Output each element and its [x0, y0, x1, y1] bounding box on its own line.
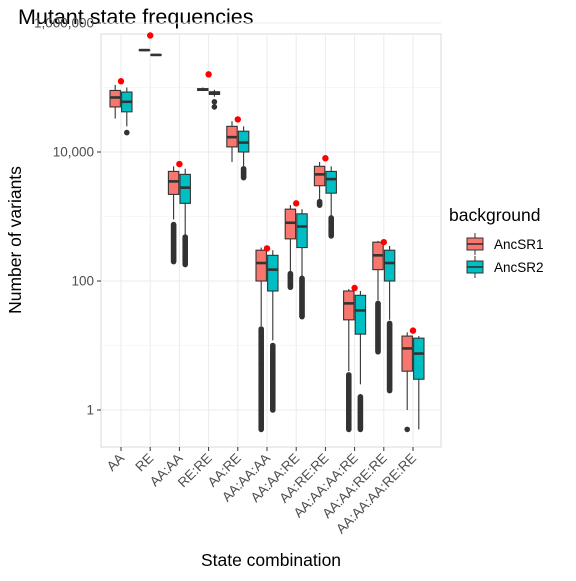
series-AncSR2 [121, 53, 425, 433]
reference-point [351, 284, 358, 292]
y-tick-label: 1 [86, 403, 94, 418]
outlier-point [287, 270, 294, 277]
reference-point [234, 116, 241, 123]
y-tick-label: 1,000,000 [34, 16, 94, 31]
outlier-point [211, 99, 218, 105]
legend-title: background [449, 205, 540, 225]
reference-point [409, 327, 417, 334]
reference-points [117, 32, 417, 334]
box [167, 170, 180, 195]
outlier-point [170, 221, 177, 228]
x-axis-title: State combination [201, 550, 341, 570]
y-tick-label: 100 [71, 274, 94, 289]
y-axis-title: Number of variants [5, 166, 25, 314]
reference-point [322, 155, 329, 162]
box [401, 335, 413, 372]
x-tick-label: RE [132, 451, 156, 475]
reference-point [147, 32, 154, 39]
outlier-point [328, 215, 335, 221]
x-tick-label: AA [104, 451, 127, 474]
outlier-point [258, 326, 265, 332]
legend-label-AncSR2: AncSR2 [494, 260, 544, 275]
outlier-point [375, 300, 381, 307]
box [267, 254, 279, 292]
box [413, 337, 425, 380]
legend: background AncSR1 AncSR2 [449, 205, 544, 278]
reference-point [205, 71, 212, 78]
outlier-point [357, 394, 364, 400]
outlier-point [211, 104, 218, 110]
box [255, 249, 267, 282]
box [354, 294, 367, 335]
legend-label-AncSR1: AncSR1 [494, 237, 544, 252]
x-axis: AA REAA:AARE:REAA:REAA:AA:AAAA:AA:REAA:RE… [104, 447, 419, 536]
box [325, 170, 337, 194]
legend-key-AncSR1 [466, 233, 484, 255]
series-AncSR1 [109, 48, 413, 433]
chart-title: Mutant state frequencies [18, 5, 253, 29]
reference-point [380, 238, 387, 246]
legend-key-AncSR2 [466, 256, 484, 278]
y-tick-label: 10,000 [53, 145, 94, 160]
y-axis: 1 100 10,000 1,000,000 [34, 16, 101, 418]
outlier-point [404, 426, 411, 433]
reference-point [263, 245, 271, 252]
outlier-point [299, 275, 305, 282]
outlier-point [124, 129, 130, 136]
reference-point [117, 78, 125, 85]
box [313, 165, 326, 187]
box [343, 290, 355, 321]
outlier-point [270, 342, 276, 349]
box [296, 213, 308, 249]
outlier-point [316, 198, 323, 205]
box-plots [109, 48, 425, 433]
outlier-point [346, 372, 352, 378]
box [383, 249, 396, 282]
outlier-point [182, 234, 188, 240]
reference-point [176, 160, 183, 168]
outlier-point [386, 320, 393, 327]
outlier-point [240, 165, 247, 172]
reference-point [293, 200, 300, 207]
